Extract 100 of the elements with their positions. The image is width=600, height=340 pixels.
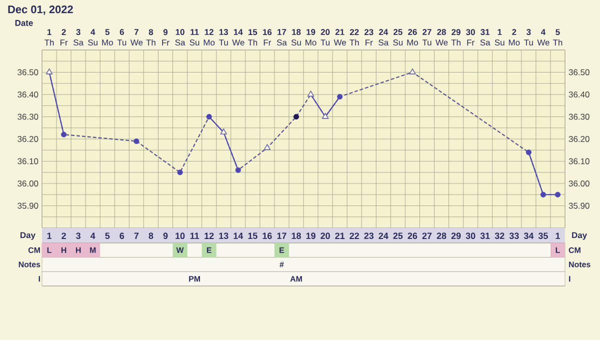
x-tick-label: 15 xyxy=(248,232,258,239)
x-axis-title: Date xyxy=(15,20,33,26)
x-tick-label: 22 xyxy=(350,232,359,239)
x-tick-label: 8 Th xyxy=(146,29,156,46)
point xyxy=(61,132,67,138)
x-tick-label: 34 xyxy=(524,232,534,240)
x-tick-label: 35 xyxy=(538,232,548,240)
y2-tick-label: 35.90 xyxy=(568,202,590,209)
x-tick-label: 1 Th xyxy=(44,29,54,46)
x-tick-label: 17 Sa xyxy=(276,29,287,46)
y-tick-label: 36.50 xyxy=(18,69,38,76)
x-tick-label: 2 Mo xyxy=(508,29,520,46)
point xyxy=(177,170,183,176)
point xyxy=(540,192,546,198)
x-tick-label: 27 xyxy=(422,232,432,239)
y2-tick-label: 36.40 xyxy=(568,92,590,98)
x-tick-label: 1 xyxy=(556,232,560,239)
x-tick-label: 10 xyxy=(176,232,185,240)
x-tick-label: 33 xyxy=(509,232,519,240)
point xyxy=(293,114,300,120)
x-tick-label: 12 Mo xyxy=(204,29,215,46)
x-tick-label: 11 xyxy=(190,232,200,239)
x-tick-label: 6 Tu xyxy=(117,29,126,46)
x-tick-label: 25 Su xyxy=(393,29,403,46)
x-tick-label: 20 Tu xyxy=(320,29,330,46)
x-tick-label: 24 xyxy=(378,232,388,239)
x-tick-label: 6 xyxy=(120,232,124,240)
x-tick-label: 21 We xyxy=(334,29,346,46)
point xyxy=(264,144,271,150)
x-tick-label: 26 Mo xyxy=(407,29,418,46)
x-tick-label: 19 Mo xyxy=(306,29,316,46)
x-tick-label: 29 Th xyxy=(451,29,460,46)
y2-tick-label: 36.50 xyxy=(568,69,590,76)
x-tick-label: 31 Sa xyxy=(480,29,490,46)
x-tick-label: 13 xyxy=(219,232,228,240)
y-tick-label: 36.20 xyxy=(18,136,38,142)
x-tick-label: 23 xyxy=(364,232,374,240)
x-tick-label: 22 Th xyxy=(350,29,359,46)
x-tick-label: 4 xyxy=(90,232,96,239)
x-tick-label: 25 xyxy=(393,232,403,240)
point xyxy=(134,138,140,144)
point xyxy=(206,114,212,120)
y-tick-label: 36.10 xyxy=(18,158,38,164)
x-tick-label: 20 xyxy=(320,232,330,240)
y-tick-label: 36.40 xyxy=(18,92,38,98)
x-tick-label: 16 xyxy=(262,232,272,240)
x-tick-label: 13 Tu xyxy=(219,29,228,46)
x-tick-label: 3 xyxy=(76,232,80,240)
x-tick-label: 14 xyxy=(234,232,244,239)
x-tick-label: 24 Sa xyxy=(378,29,389,46)
x-tick-label: 15 Th xyxy=(248,29,258,46)
x-tick-label: 3 Tu xyxy=(524,29,533,46)
x-tick-label: 9 Fr xyxy=(162,29,170,46)
x-tick-label: 28 xyxy=(436,232,446,240)
x-tick-label: 26 xyxy=(408,232,418,240)
x-tick-label: 10 Sa xyxy=(175,29,186,46)
chart-title: Dec 01, 2022 xyxy=(8,6,73,15)
x-tick-label: 11 Su xyxy=(190,29,200,46)
x-tick-label: 7 xyxy=(134,232,139,239)
x-tick-label: 28 We xyxy=(436,29,448,46)
point xyxy=(554,192,561,198)
y-tick-label: 35.90 xyxy=(18,202,38,209)
point xyxy=(409,68,416,74)
y2-tick-label: 36.10 xyxy=(568,158,590,164)
x-tick-label: 23 Fr xyxy=(364,29,374,46)
x-tick-label: 1 xyxy=(47,232,52,239)
point xyxy=(337,94,343,100)
x-tick-label: 8 xyxy=(148,232,154,240)
x-tick-label: 17 xyxy=(277,232,286,239)
x-tick-label: 4 We xyxy=(537,29,550,46)
x-tick-label: 12 xyxy=(204,232,214,239)
x-tick-label: 30 xyxy=(466,232,476,240)
x-tick-label: 5 xyxy=(105,232,110,239)
point xyxy=(526,150,532,156)
x-tick-label: 18 xyxy=(292,232,301,240)
point xyxy=(46,68,53,74)
x-tick-label: 31 xyxy=(480,232,490,240)
y2-tick-label: 36.20 xyxy=(568,136,590,142)
x-axis-title: Day xyxy=(20,232,36,240)
x-tick-label: 18 Su xyxy=(291,29,301,46)
x-tick-label: 3 Sa xyxy=(74,29,84,46)
x-tick-label: 4 Su xyxy=(88,29,98,46)
point xyxy=(322,112,329,119)
x-tick-label: 19 xyxy=(306,232,316,240)
y2-tick-label: 36.30 xyxy=(568,114,590,120)
y-tick-label: 36.30 xyxy=(18,114,38,120)
x-tick-label: 30 Fr xyxy=(466,29,475,46)
x-tick-label: 1 Su xyxy=(494,29,504,46)
x-tick-label: 16 Fr xyxy=(263,29,272,46)
x-tick-label: 5 Mo xyxy=(102,29,113,46)
point xyxy=(307,90,314,97)
x-tick-label: 5 Th xyxy=(552,29,562,46)
point xyxy=(220,128,227,134)
x-tick-label: 32 xyxy=(494,232,504,240)
x-tick-label: 2 xyxy=(62,232,66,239)
x-tick-label: 27 Tu xyxy=(422,29,432,46)
x-tick-label: 7 We xyxy=(130,29,143,46)
x-tick-label: 2 Fr xyxy=(60,29,68,46)
x-tick-label: 9 xyxy=(163,232,168,240)
x-tick-label: 14 We xyxy=(232,29,244,46)
